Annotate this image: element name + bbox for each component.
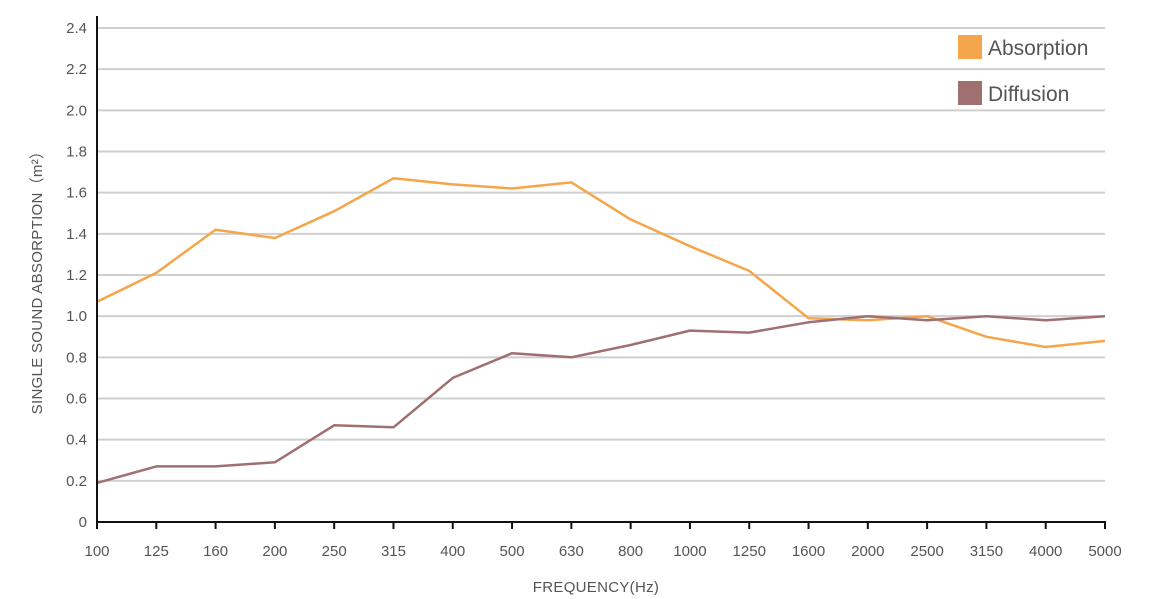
y-tick-label: 1.2 (66, 267, 87, 284)
legend-swatch (958, 81, 982, 105)
x-tick-label: 3150 (970, 543, 1003, 560)
y-tick-label: 0.6 (66, 391, 87, 408)
y-tick-label: 2.0 (66, 102, 87, 119)
legend: Absorption Diffusion (958, 35, 1088, 106)
x-tick-label: 2000 (851, 543, 884, 560)
series-line-absorption (96, 177, 1106, 349)
axes (96, 16, 1106, 529)
x-tick-label: 315 (381, 543, 406, 560)
x-tick-label: 1250 (733, 543, 766, 560)
y-tick-label: 0.4 (66, 432, 87, 449)
series-lines (96, 177, 1106, 485)
series-line-diffusion (96, 314, 1106, 485)
y-tick-label: 1.0 (66, 308, 87, 325)
y-tick-labels: 0 0.2 0.4 0.6 0.8 1.0 1.2 1.4 1.6 1.8 2.0 2.2 2.4 (66, 20, 87, 531)
x-tick-labels: 100 125 160 200 250 315 400 500 630 800 1000 1250 16… (84, 543, 1121, 560)
x-tick-label: 500 (500, 543, 525, 560)
x-tick-label: 125 (144, 543, 169, 560)
y-tick-label: 2.2 (66, 61, 87, 78)
x-tick-label: 4000 (1029, 543, 1062, 560)
x-tick-label: 1000 (673, 543, 706, 560)
x-tick-label: 100 (84, 543, 109, 560)
x-tick-label: 5000 (1088, 543, 1121, 560)
y-tick-label: 1.4 (66, 226, 87, 243)
x-axis-title: FREQUENCY(Hz) (533, 579, 659, 596)
y-tick-label: 2.4 (66, 20, 87, 37)
x-tick-label: 800 (618, 543, 643, 560)
y-tick-label: 0 (79, 514, 87, 531)
y-tick-label: 1.8 (66, 144, 87, 161)
x-tick-label: 400 (440, 543, 465, 560)
legend-label: Diffusion (988, 83, 1069, 106)
x-tick-label: 160 (203, 543, 228, 560)
x-tick-label: 250 (322, 543, 347, 560)
x-tick-label: 200 (262, 543, 287, 560)
legend-label: Absorption (988, 37, 1088, 60)
x-tick-label: 1600 (792, 543, 825, 560)
x-tick-label: 2500 (910, 543, 943, 560)
legend-swatch (958, 35, 982, 59)
gridlines (97, 27, 1105, 482)
y-tick-label: 0.8 (66, 349, 87, 366)
x-tick-label: 630 (559, 543, 584, 560)
y-tick-label: 0.2 (66, 473, 87, 490)
y-axis-title: SINGLE SOUND ABSORPTION（m²） (29, 144, 46, 415)
y-tick-label: 1.6 (66, 185, 87, 202)
